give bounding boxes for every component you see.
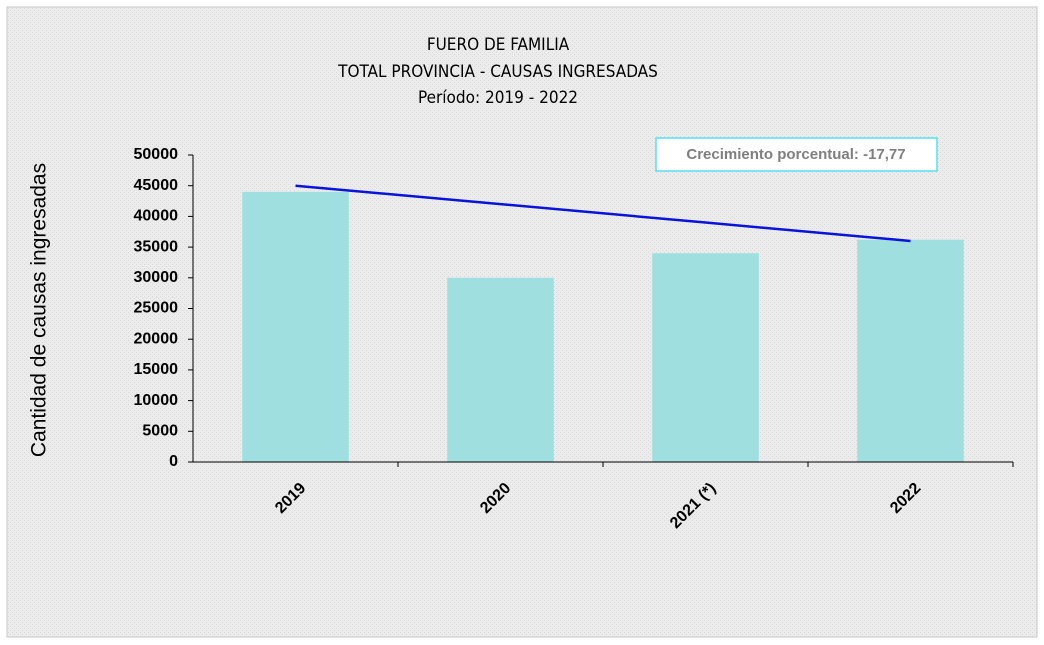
y-tick-label: 35000: [134, 238, 179, 255]
bar: [447, 277, 554, 462]
chart-title: Período: 2019 - 2022: [418, 88, 578, 108]
bar: [857, 239, 964, 462]
bar: [652, 253, 759, 462]
trend-line: [295, 184, 911, 243]
y-tick-label: 40000: [134, 208, 179, 225]
chart-title: FUERO DE FAMILIA: [427, 35, 570, 55]
y-tick-label: 0: [169, 453, 178, 470]
annotation: Crecimiento porcentual: -17,77: [686, 146, 905, 163]
y-tick-label: 5000: [142, 423, 178, 440]
y-tick-label: 20000: [134, 330, 179, 347]
annotation-box: [655, 137, 938, 172]
bar: [242, 191, 349, 462]
chart-title: TOTAL PROVINCIA - CAUSAS INGRESADAS: [337, 62, 658, 82]
y-tick-label: 45000: [134, 177, 179, 194]
y-tick-label: 25000: [134, 300, 179, 317]
y-tick-label: 30000: [134, 269, 179, 286]
y-axis-label: Cantidad de causas ingresadas: [28, 163, 51, 457]
y-tick-label: 10000: [134, 392, 179, 409]
y-tick-label: 50000: [134, 146, 179, 163]
y-tick-label: 15000: [134, 361, 179, 378]
